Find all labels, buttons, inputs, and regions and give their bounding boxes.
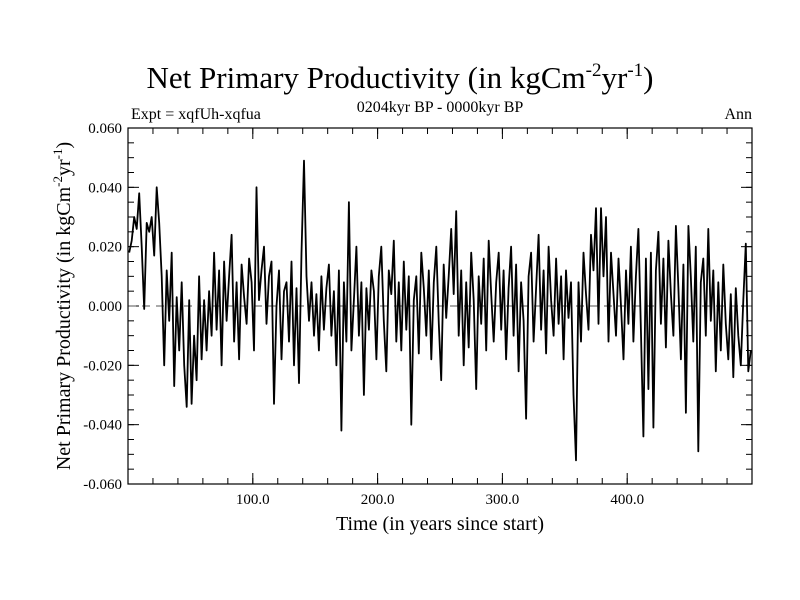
- y-tick-label: -0.060: [83, 477, 122, 493]
- ylabel-sup2: -1: [50, 149, 65, 160]
- x-tick-label: 200.0: [361, 492, 395, 508]
- subtitle-season: Ann: [724, 106, 752, 123]
- y-tick-label: 0.040: [88, 180, 122, 196]
- title-sup1: -2: [586, 60, 602, 81]
- y-tick-label: -0.020: [83, 358, 122, 374]
- x-tick-label: 100.0: [236, 492, 270, 508]
- ylabel-sup1: -2: [50, 176, 65, 187]
- x-tick-label: 300.0: [486, 492, 520, 508]
- y-tick-label: 0.020: [88, 240, 122, 256]
- ylabel-end: ): [53, 142, 75, 149]
- plot-frame: [127, 127, 753, 485]
- ylabel-main: Net Primary Productivity (in kgCm: [53, 186, 75, 470]
- y-axis-label: Net Primary Productivity (in kgCm-2yr-1): [50, 142, 75, 470]
- x-axis-label: Time (in years since start): [336, 513, 544, 535]
- ylabel-mid: yr: [53, 159, 75, 176]
- title-main: Net Primary Productivity (in kgCm: [147, 60, 586, 95]
- title-end: ): [643, 60, 653, 95]
- y-tick-label: 0.000: [88, 299, 122, 315]
- chart-title: Net Primary Productivity (in kgCm-2yr-1): [147, 60, 654, 95]
- series-line-npp: [128, 159, 752, 462]
- subtitle-period: 0204kyr BP - 0000kyr BP: [357, 99, 524, 116]
- axes-layer: 100.0 200.0 300.0 400.0 0.060 0.040 0.020 0.000…: [83, 121, 752, 508]
- title-mid: yr: [601, 60, 628, 95]
- y-tick-label: 0.060: [88, 121, 122, 137]
- subtitle-experiment: Expt = xqfUh-xqfua: [131, 106, 261, 123]
- title-sup2: -1: [627, 60, 643, 81]
- x-tick-label: 400.0: [610, 492, 644, 508]
- y-tick-label: -0.040: [83, 418, 122, 434]
- data-layer: [128, 159, 752, 462]
